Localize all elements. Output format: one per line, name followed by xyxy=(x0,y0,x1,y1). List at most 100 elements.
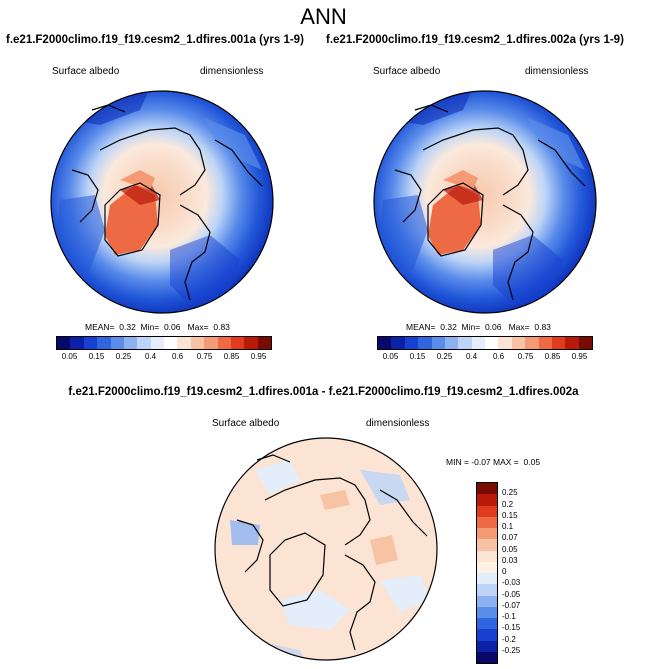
colorbar-swatch xyxy=(70,337,84,349)
colorbar-tick-label: 0.85 xyxy=(544,352,561,361)
colorbar-swatch xyxy=(477,595,497,607)
colorbar-swatch xyxy=(477,651,497,663)
colorbar-swatch xyxy=(418,337,432,349)
difference-colorbar xyxy=(476,482,498,664)
colorbar-swatch xyxy=(83,337,98,349)
colorbar-swatch xyxy=(477,483,497,495)
colorbar-tick-label: 0.15 xyxy=(409,352,426,361)
colorbar-swatch xyxy=(230,337,245,349)
colorbar-swatch xyxy=(150,337,164,349)
main-title: ANN xyxy=(300,4,347,29)
left-coastlines xyxy=(71,104,263,301)
colorbar-tick-label: 0.95 xyxy=(571,352,588,361)
left-colorbar: 0.05 0.15 0.25 0.4 0.6 0.75 0.85 0.95 xyxy=(56,336,272,362)
colorbar-swatch xyxy=(431,337,445,349)
colorbar-swatch xyxy=(97,337,111,349)
colorbar-tick-label: 0.05 xyxy=(382,352,399,361)
colorbar-tick-label: 0.25 xyxy=(436,352,453,361)
colorbar-swatch xyxy=(177,337,191,349)
left-run-title: f.e21.F2000climo.f19_f19.cesm2_1.dfires.… xyxy=(6,34,304,46)
colorbar-tick-label: 0.6 xyxy=(171,352,184,361)
colorbar-tick-label: 0.03 xyxy=(502,555,518,565)
colorbar-swatch xyxy=(477,573,497,585)
colorbar-swatch xyxy=(477,640,497,652)
colorbar-tick-label: -0.03 xyxy=(502,578,521,588)
colorbar-swatch xyxy=(485,337,499,349)
colorbar-swatch xyxy=(123,337,138,349)
difference-variable-label: Surface albedo xyxy=(212,418,280,429)
difference-stats: MIN = -0.07 MAX = 0.05 xyxy=(446,457,541,467)
colorbar-swatch xyxy=(551,337,566,349)
difference-title: f.e21.F2000climo.f19_f19.cesm2_1.dfires.… xyxy=(68,386,579,398)
colorbar-swatch xyxy=(110,337,124,349)
right-stats: MEAN= 0.32 Min= 0.06 Max= 0.83 xyxy=(406,322,551,332)
colorbar-swatch xyxy=(477,550,497,562)
right-coastlines xyxy=(394,104,586,301)
colorbar-swatch xyxy=(217,337,231,349)
right-run-title: f.e21.F2000climo.f19_f19.cesm2_1.dfires.… xyxy=(326,34,624,46)
colorbar-swatch xyxy=(137,337,151,349)
colorbar-swatch xyxy=(257,337,271,349)
colorbar-swatch xyxy=(477,606,497,618)
colorbar-swatch xyxy=(378,337,392,349)
colorbar-tick-label: -0.25 xyxy=(502,645,521,655)
colorbar-tick-label: 0.75 xyxy=(517,352,534,361)
colorbar-tick-label: -0.07 xyxy=(502,600,521,610)
colorbar-tick-label: -0.15 xyxy=(502,623,521,633)
colorbar-tick-label: 0.75 xyxy=(196,352,213,361)
right-colorbar: 0.05 0.15 0.25 0.4 0.6 0.75 0.85 0.95 xyxy=(377,336,593,362)
colorbar-tick-label: 0.15 xyxy=(88,352,105,361)
colorbar-swatch xyxy=(511,337,526,349)
difference-polar-map xyxy=(215,438,437,660)
difference-colorbar-ticks: 0.25 0.2 0.15 0.1 0.07 0.05 0.03 0 -0.03 -0.05 -0.… xyxy=(502,482,542,662)
colorbar-swatch xyxy=(458,337,472,349)
colorbar-swatch xyxy=(477,505,497,517)
colorbar-swatch xyxy=(204,337,218,349)
colorbar-swatch xyxy=(525,337,539,349)
colorbar-tick-label: 0.15 xyxy=(502,510,518,520)
colorbar-swatch xyxy=(477,516,497,528)
colorbar-tick-label: 0.95 xyxy=(250,352,267,361)
colorbar-tick-label: 0.2 xyxy=(502,499,514,509)
colorbar-tick-label: 0 xyxy=(502,567,507,576)
colorbar-swatch xyxy=(565,337,579,349)
colorbar-tick-label: 0.25 xyxy=(502,488,518,498)
colorbar-swatch xyxy=(477,618,497,630)
colorbar-swatch xyxy=(444,337,459,349)
colorbar-swatch xyxy=(190,337,205,349)
colorbar-swatch xyxy=(477,584,497,596)
colorbar-tick-label: -0.05 xyxy=(502,589,521,599)
colorbar-swatch xyxy=(477,528,497,540)
colorbar-swatch xyxy=(498,337,512,349)
colorbar-tick-label: 0.85 xyxy=(223,352,240,361)
colorbar-swatch xyxy=(477,494,497,506)
colorbar-swatch xyxy=(578,337,592,349)
colorbar-swatch xyxy=(477,539,497,551)
right-polar-map xyxy=(374,91,596,313)
colorbar-tick-label: 0.25 xyxy=(115,352,132,361)
colorbar-tick-label: -0.1 xyxy=(502,612,516,621)
left-units-label: dimensionless xyxy=(200,66,264,77)
colorbar-tick-label: 0.05 xyxy=(61,352,78,361)
colorbar-swatch xyxy=(164,337,178,349)
left-stats: MEAN= 0.32 Min= 0.06 Max= 0.83 xyxy=(85,322,230,332)
right-variable-label: Surface albedo xyxy=(373,66,441,77)
colorbar-swatch xyxy=(57,337,71,349)
right-units-label: dimensionless xyxy=(525,66,589,77)
colorbar-swatch xyxy=(471,337,485,349)
colorbar-tick-label: 0.07 xyxy=(502,533,518,543)
difference-units-label: dimensionless xyxy=(366,418,430,429)
difference-coastlines xyxy=(236,454,428,651)
colorbar-swatch xyxy=(477,561,497,573)
colorbar-tick-label: 0.1 xyxy=(502,522,514,531)
colorbar-tick-label: 0.6 xyxy=(492,352,505,361)
colorbar-swatch xyxy=(391,337,405,349)
left-variable-label: Surface albedo xyxy=(52,66,120,77)
colorbar-swatch xyxy=(538,337,552,349)
colorbar-swatch xyxy=(244,337,258,349)
colorbar-tick-label: 0.05 xyxy=(502,544,518,554)
colorbar-tick-label: 0.4 xyxy=(465,352,478,361)
colorbar-swatch xyxy=(404,337,419,349)
left-polar-map xyxy=(51,91,273,313)
